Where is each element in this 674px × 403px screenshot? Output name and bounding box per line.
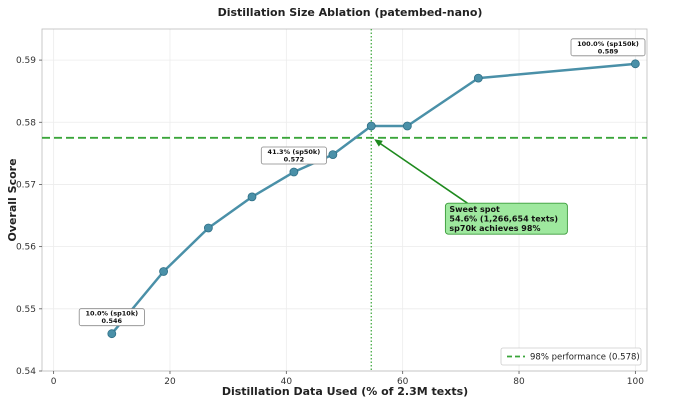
annotation-label: 41.3% (sp50k)0.572	[260, 146, 327, 165]
annotation-line-1: 10.0% (sp10k)	[85, 310, 138, 318]
x-tick-label: 0	[51, 377, 57, 387]
annotation-line-2: 0.589	[598, 47, 619, 55]
callout-line: 54.6% (1,266,654 texts)	[449, 215, 558, 224]
plot-area	[41, 28, 648, 372]
x-axis-label: Distillation Data Used (% of 2.3M texts)	[222, 385, 468, 398]
x-tick-label: 60	[397, 377, 409, 387]
annotation-box	[260, 146, 327, 165]
callout-line: Sweet spot	[449, 205, 500, 214]
y-axis-label: Overall Score	[6, 158, 19, 241]
data-point	[289, 167, 299, 177]
data-point	[203, 223, 213, 233]
callout-arrow-head	[374, 139, 383, 147]
legend-label: 98% performance (0.578)	[530, 353, 640, 363]
data-point	[247, 192, 257, 202]
legend: 98% performance (0.578)	[500, 347, 642, 366]
y-tick-label: 0.54	[16, 367, 36, 377]
x-tick-label: 40	[281, 377, 293, 387]
data-point	[366, 121, 376, 131]
annotation-line-2: 0.572	[284, 156, 305, 164]
x-ticks: 0 20 40 60 80 100	[51, 371, 644, 387]
reference-lines	[42, 29, 647, 371]
y-tick-label: 0.55	[16, 305, 36, 315]
legend-box	[500, 347, 642, 366]
series	[107, 59, 640, 339]
annotation-line-2: 0.546	[102, 317, 123, 325]
annotations: 10.0% (sp10k)0.546 41.3% (sp50k)0.572 100.…	[78, 38, 646, 327]
annotation-line-1: 41.3% (sp50k)	[268, 148, 321, 156]
y-tick-label: 0.58	[16, 118, 36, 128]
annotation-box	[78, 308, 145, 327]
annotation-label: 100.0% (sp150k)0.589	[570, 38, 646, 57]
annotation-line-1: 100.0% (sp150k)	[577, 40, 639, 48]
callout-arrow-line	[377, 141, 468, 204]
data-point	[159, 267, 168, 276]
annotation-label: 10.0% (sp10k)0.546	[78, 308, 145, 327]
x-tick-label: 100	[627, 377, 644, 387]
x-tick-label: 80	[513, 377, 525, 387]
data-point	[473, 73, 483, 83]
series-line	[110, 62, 636, 335]
data-point	[107, 329, 117, 339]
x-tick-label: 20	[164, 377, 176, 387]
data-point	[402, 121, 412, 131]
y-tick-label: 0.56	[16, 243, 36, 253]
callout-line: sp70k achieves 98%	[449, 224, 540, 233]
chart-title: Distillation Size Ablation (patembed-nan…	[218, 6, 483, 19]
y-tick-label: 0.57	[16, 180, 36, 190]
data-point	[630, 59, 640, 69]
annotation-box	[570, 38, 646, 57]
data-point	[328, 150, 338, 160]
y-ticks: 0.54 0.55 0.56 0.57 0.58 0.59	[16, 56, 42, 377]
y-tick-label: 0.59	[16, 56, 36, 66]
callout-box	[444, 202, 568, 235]
